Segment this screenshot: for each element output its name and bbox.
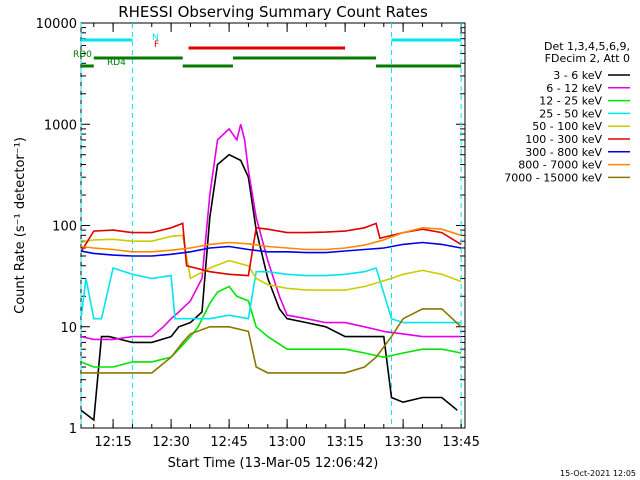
footer-timestamp: 15-Oct-2021 12:05 <box>560 469 636 478</box>
legend-entry-label: 800 - 7000 keV <box>518 159 602 172</box>
x-tick-label: 13:00 <box>268 435 305 450</box>
x-tick-label: 13:15 <box>326 435 363 450</box>
series-line-6 <box>81 241 462 257</box>
y-tick-label: 10 <box>60 321 77 336</box>
flag-label-f: F <box>154 40 159 50</box>
x-axis-label: Start Time (13-Mar-05 12:06:42) <box>168 456 379 471</box>
y-axis-label: Count Rate (s⁻¹ detector⁻¹) <box>13 137 28 314</box>
legend-entry-label: 100 - 300 keV <box>525 133 602 146</box>
y-tick-label: 1000 <box>44 118 77 133</box>
legend-header: FDecim 2, Att 0 <box>545 52 630 65</box>
flag-label-rd4: RD4 <box>107 58 126 68</box>
series-line-3 <box>81 266 462 324</box>
legend-entry-label: 300 - 800 keV <box>525 146 602 159</box>
legend-entry-label: 50 - 100 keV <box>532 120 602 133</box>
legend-header: Det 1,3,4,5,6,9, <box>544 40 630 53</box>
legend-entry-label: 25 - 50 keV <box>539 107 602 120</box>
legend-entry-label: 12 - 25 keV <box>539 95 602 108</box>
y-tick-label: 100 <box>52 220 77 235</box>
plot-frame <box>80 22 466 429</box>
x-tick-label: 13:45 <box>442 435 479 450</box>
chart-title: RHESSI Observing Summary Count Rates <box>118 3 428 21</box>
x-tick-label: 13:30 <box>384 435 421 450</box>
flag-label-rd0: RD0 <box>73 50 92 60</box>
series-line-1 <box>81 124 462 341</box>
flag-label-n: N <box>152 33 159 43</box>
series-line-8 <box>81 308 462 374</box>
series-line-4 <box>81 234 462 291</box>
series-line-0 <box>81 153 458 422</box>
series-line-5 <box>81 222 462 277</box>
legend-entry-label: 3 - 6 keV <box>553 69 602 82</box>
series-line-7 <box>81 226 462 253</box>
y-tick-label: 10000 <box>36 17 77 32</box>
legend-entry-label: 7000 - 15000 keV <box>504 171 602 184</box>
x-tick-label: 12:15 <box>94 435 131 450</box>
series-line-2 <box>81 285 462 368</box>
x-tick-label: 12:45 <box>210 435 247 450</box>
legend-entry-label: 6 - 12 keV <box>546 82 602 95</box>
x-tick-label: 12:30 <box>152 435 189 450</box>
y-tick-label: 1 <box>69 422 77 437</box>
